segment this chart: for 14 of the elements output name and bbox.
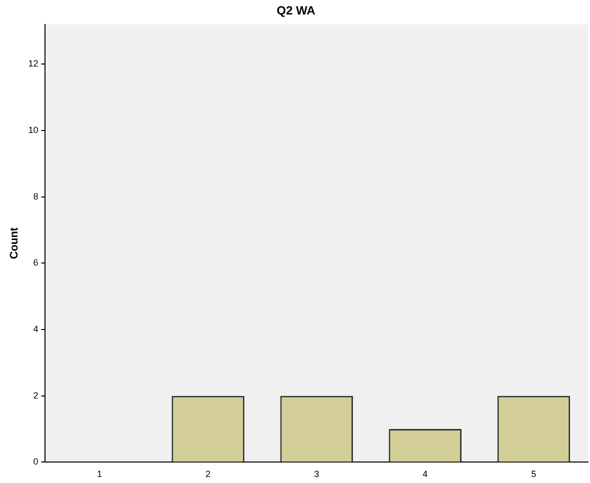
y-tick-label: 10: [28, 125, 38, 136]
y-tick-label: 8: [33, 191, 38, 202]
y-axis-title: Count: [8, 227, 21, 260]
x-tick-label: 3: [314, 469, 320, 480]
y-tick-label: 0: [33, 456, 38, 467]
x-tick-label: 5: [531, 469, 536, 480]
x-tick-label: 1: [96, 469, 102, 480]
y-tick-label: 4: [33, 324, 38, 334]
y-tick-label: 6: [33, 258, 38, 268]
x-tick-label: 2: [206, 469, 211, 480]
y-tick-label: 12: [28, 58, 38, 69]
chart-title: Q2 WA: [276, 4, 316, 18]
y-tick-label: 2: [33, 390, 38, 400]
x-tick-label: 4: [422, 469, 428, 480]
